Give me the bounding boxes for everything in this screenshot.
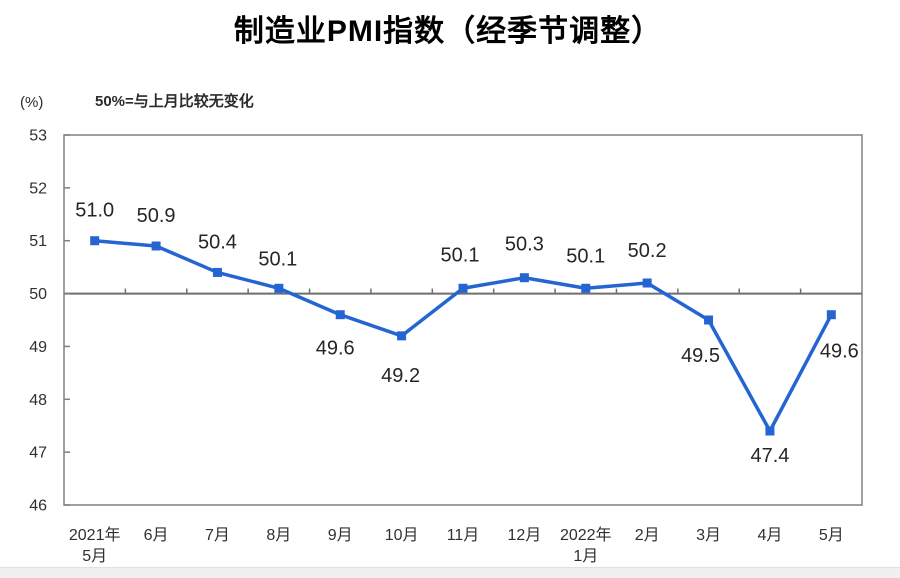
x-axis-label: 10月 — [385, 527, 419, 544]
x-axis-label: 1月 — [573, 548, 598, 565]
data-point-label: 49.6 — [316, 338, 355, 360]
data-point-marker — [151, 241, 161, 251]
data-point-label: 47.4 — [750, 445, 789, 467]
data-point-label: 50.3 — [505, 234, 544, 256]
data-point-marker — [581, 283, 591, 293]
y-axis-label: 47 — [29, 445, 47, 462]
y-axis-label: 46 — [29, 498, 47, 515]
y-axis-label: 52 — [29, 180, 47, 197]
data-point-label: 51.0 — [75, 200, 114, 222]
bottom-strip — [0, 567, 900, 578]
data-point-label: 50.4 — [198, 231, 237, 253]
data-point-marker — [642, 278, 652, 288]
y-axis-label: 50 — [29, 286, 47, 303]
data-point-marker — [335, 310, 345, 320]
x-axis-label: 5月 — [819, 527, 844, 544]
x-axis-label: 3月 — [696, 527, 721, 544]
y-axis-label: 53 — [29, 128, 47, 145]
data-point-label: 50.1 — [258, 248, 297, 270]
data-point-marker — [212, 267, 222, 277]
pmi-series-line — [92, 238, 834, 433]
x-axis-label: 7月 — [205, 527, 230, 544]
data-point-marker — [274, 283, 284, 293]
data-point-label: 49.5 — [681, 345, 720, 367]
plot-area-border — [63, 134, 863, 506]
y-axis-label: 48 — [29, 392, 47, 409]
reference-note: 50%=与上月比较无变化 — [95, 93, 254, 110]
x-axis-label: 2月 — [635, 527, 660, 544]
y-axis-label: 51 — [29, 233, 47, 250]
data-point-label: 50.1 — [441, 244, 480, 266]
data-point-marker — [90, 236, 100, 246]
x-axis-label: 2021年 — [69, 526, 121, 544]
x-axis-label: 11月 — [447, 527, 480, 544]
data-point-label: 49.6 — [820, 341, 859, 363]
x-axis-label: 12月 — [507, 527, 541, 544]
data-point-marker — [704, 315, 714, 325]
x-axis-label: 2022年 — [560, 526, 612, 544]
y-axis-unit-label: (%) — [20, 94, 44, 111]
data-point-marker — [458, 283, 468, 293]
data-point-label: 50.1 — [566, 245, 605, 267]
data-point-marker — [397, 331, 407, 341]
x-axis-label: 6月 — [144, 527, 169, 544]
x-axis-label: 8月 — [266, 527, 291, 544]
data-point-marker — [826, 310, 836, 320]
x-axis-label: 5月 — [82, 548, 107, 565]
data-point-label: 49.2 — [381, 365, 420, 387]
y-axis-label: 49 — [29, 339, 47, 356]
x-axis-label: 4月 — [757, 527, 782, 544]
chart-title: 制造业PMI指数（经季节调整） — [233, 15, 663, 48]
data-point-label: 50.2 — [628, 240, 667, 262]
x-axis-label: 9月 — [328, 527, 353, 544]
data-point-marker — [765, 426, 775, 436]
data-point-marker — [519, 273, 529, 283]
data-point-label: 50.9 — [137, 205, 176, 227]
